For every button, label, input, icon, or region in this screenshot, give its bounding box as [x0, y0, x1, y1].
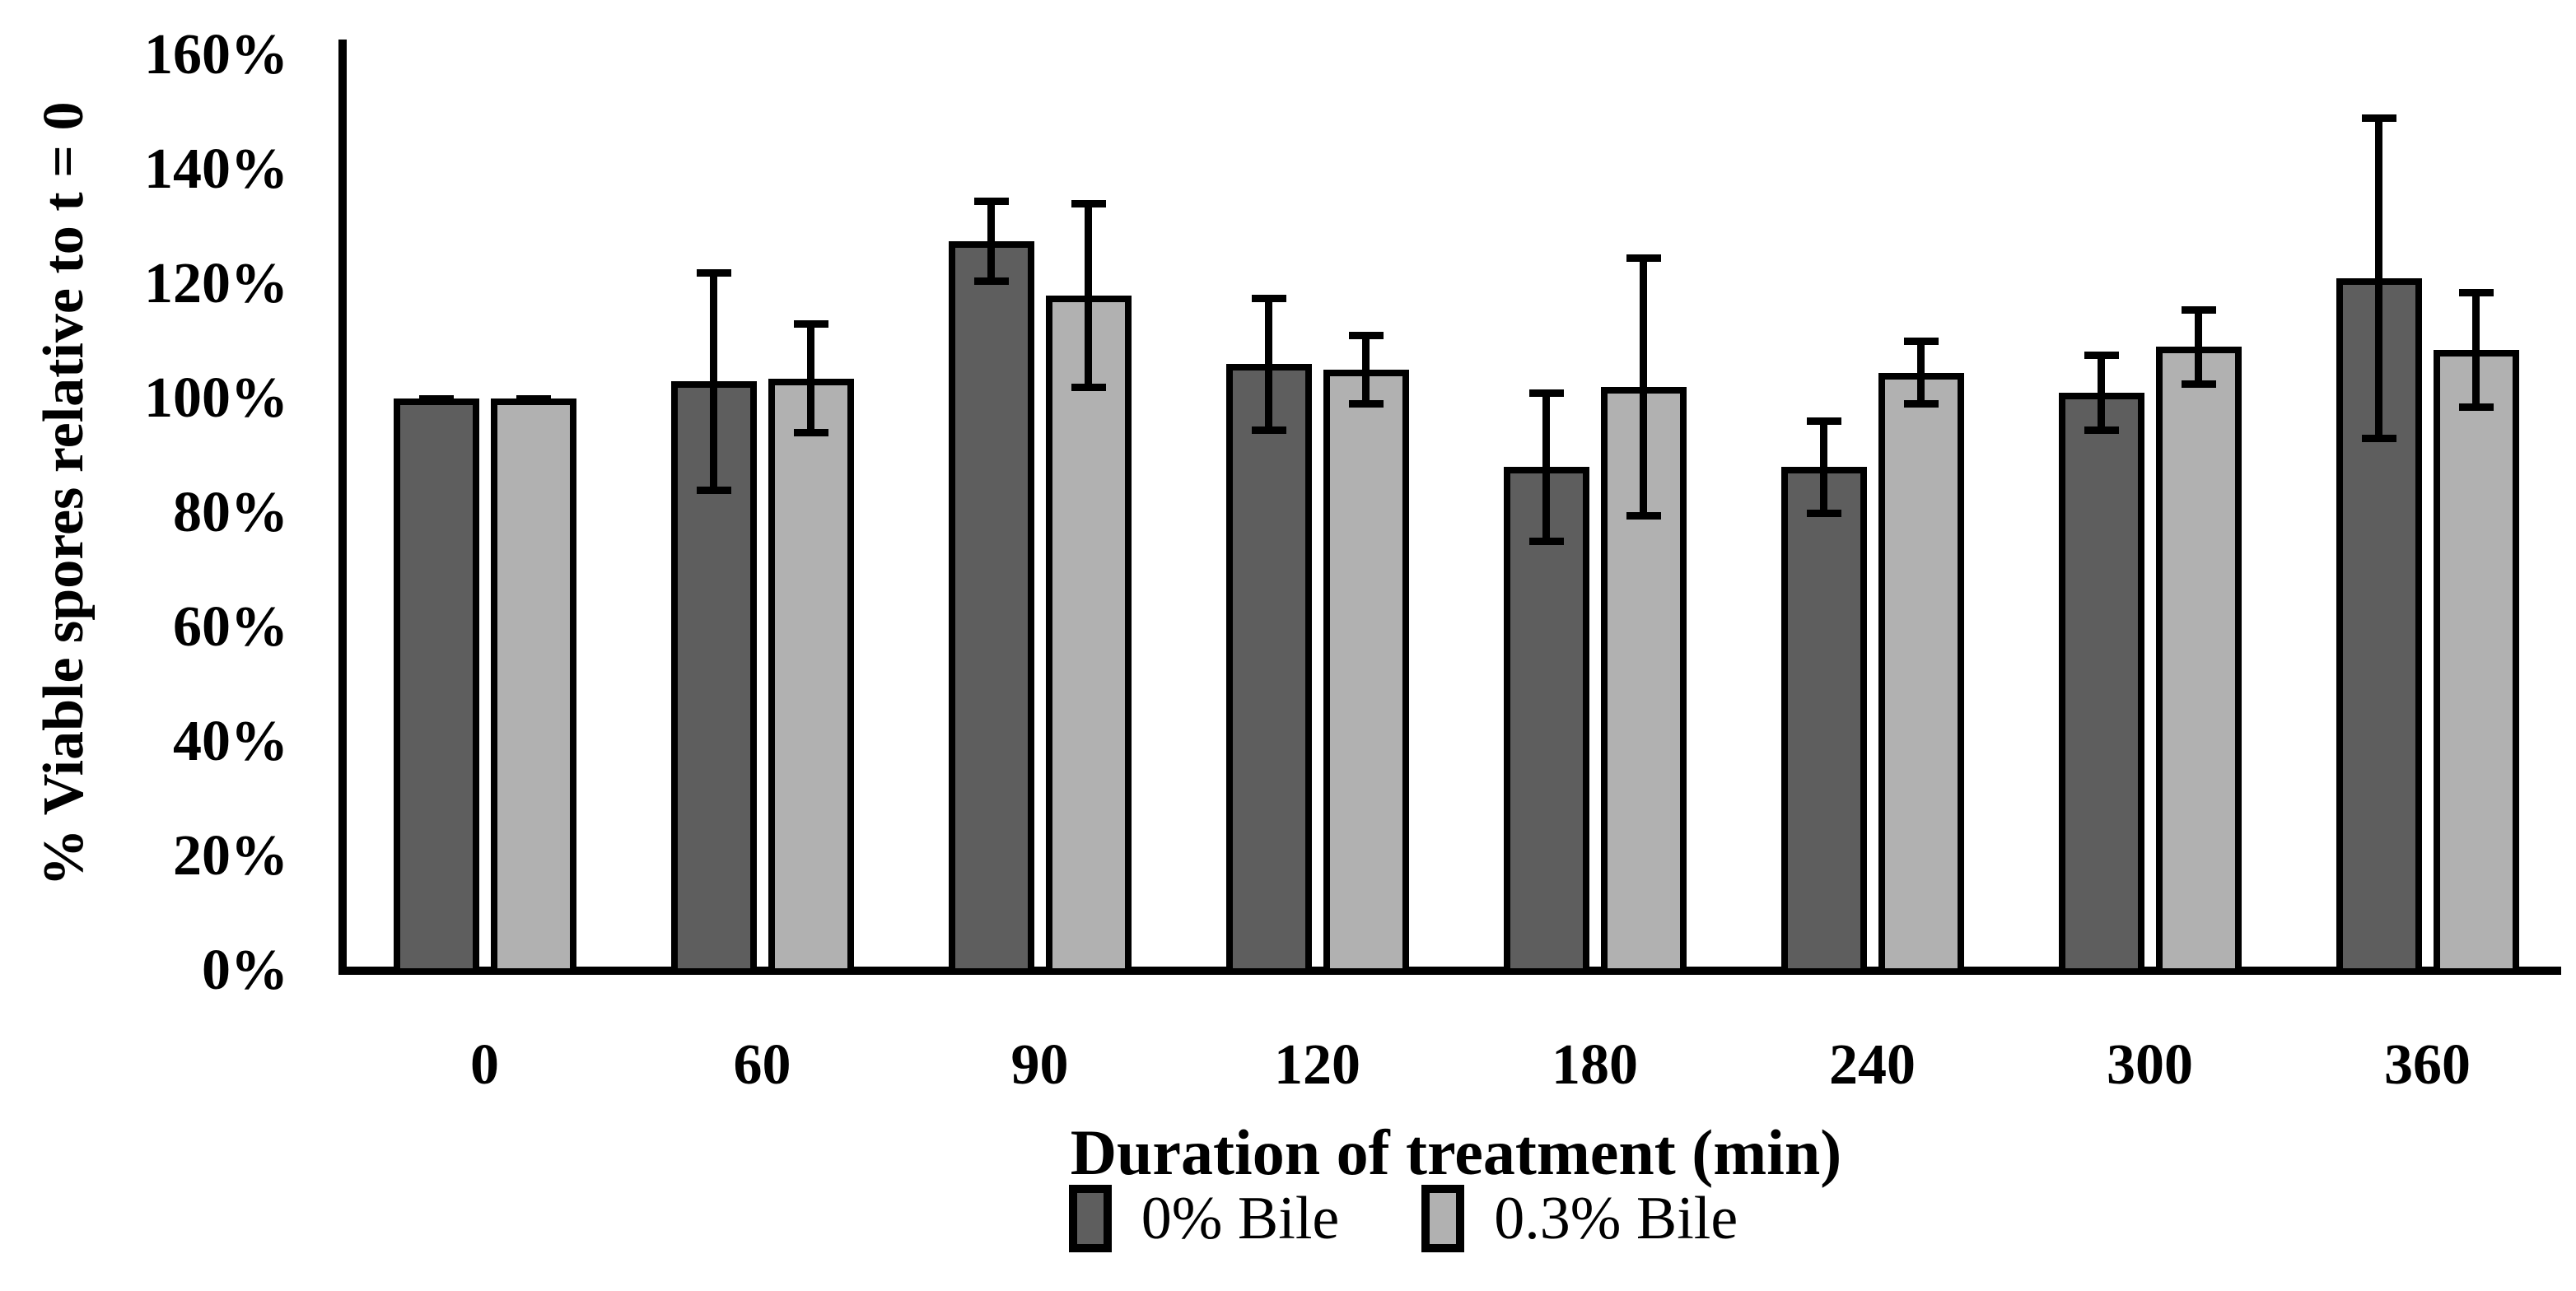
y-tick-label-40: 40% [173, 710, 288, 773]
error-bar-cap-bottom-light-90 [1071, 383, 1106, 391]
error-bar-cap-top-light-300 [2181, 305, 2216, 314]
error-bar-line-dark-240 [1820, 421, 1827, 513]
error-bar-line-light-300 [2195, 310, 2202, 385]
x-tick-label-240: 240 [1829, 1033, 1916, 1097]
bar-light-0 [490, 398, 576, 975]
x-tick-label-180: 180 [1552, 1033, 1638, 1097]
bar-dark-90 [948, 240, 1034, 975]
error-bar-line-dark-60 [710, 273, 717, 491]
error-bar-cap-bottom-light-180 [1626, 511, 1661, 520]
error-bar-cap-top-dark-90 [973, 197, 1009, 205]
error-bar-cap-bottom-light-360 [2458, 403, 2494, 411]
x-tick-label-90: 90 [1010, 1033, 1069, 1097]
error-bar-cap-bottom-light-60 [793, 429, 828, 437]
error-bar-cap-bottom-dark-60 [696, 486, 731, 494]
legend-item-dark: 0% Bile [1068, 1184, 1340, 1253]
bar-dark-180 [1503, 467, 1589, 975]
error-bar-cap-bottom-light-120 [1348, 400, 1384, 408]
error-bar-cap-top-light-0 [516, 394, 551, 403]
y-tick-label-60: 60% [173, 595, 288, 659]
error-bar-cap-top-dark-0 [418, 394, 454, 403]
x-axis-line [338, 967, 2561, 975]
error-bar-line-light-120 [1362, 335, 1370, 404]
error-bar-cap-top-dark-180 [1528, 389, 1564, 397]
y-tick-label-140: 140% [144, 137, 288, 201]
error-bar-line-light-180 [1640, 258, 1647, 516]
bar-light-360 [2433, 349, 2519, 975]
y-tick-label-100: 100% [144, 366, 288, 430]
x-tick-label-300: 300 [2107, 1033, 2193, 1097]
error-bar-cap-bottom-dark-180 [1528, 538, 1564, 546]
error-bar-line-light-360 [2472, 292, 2480, 408]
error-bar-line-dark-90 [987, 201, 995, 282]
y-tick-label-120: 120% [144, 252, 288, 315]
bar-dark-120 [1225, 364, 1312, 975]
x-tick-label-120: 120 [1274, 1033, 1360, 1097]
error-bar-cap-top-light-90 [1071, 200, 1106, 208]
x-tick-label-0: 0 [470, 1033, 499, 1097]
x-tick-label-60: 60 [733, 1033, 791, 1097]
error-bar-cap-bottom-light-240 [1903, 400, 1939, 408]
legend: 0% Bile 0.3% Bile [115, 1184, 2576, 1253]
bar-light-120 [1323, 370, 1409, 975]
bar-light-90 [1045, 295, 1132, 975]
bar-light-180 [1600, 387, 1687, 975]
legend-swatch-icon [1421, 1185, 1465, 1252]
bar-dark-240 [1780, 467, 1867, 975]
error-bar-cap-top-dark-120 [1251, 294, 1286, 302]
error-bar-cap-bottom-dark-240 [1806, 509, 1841, 517]
error-bar-cap-bottom-dark-120 [1251, 426, 1286, 434]
error-bar-cap-top-light-120 [1348, 332, 1384, 340]
legend-swatch-icon [1068, 1185, 1112, 1252]
error-bar-cap-top-light-240 [1903, 338, 1939, 345]
bar-dark-300 [2058, 393, 2144, 975]
error-bar-line-dark-120 [1265, 298, 1272, 431]
error-bar-line-light-240 [1917, 341, 1925, 404]
y-tick-label-160: 160% [144, 23, 288, 86]
y-axis-line [338, 40, 347, 975]
bar-dark-0 [393, 398, 479, 975]
error-bar-cap-top-light-360 [2458, 288, 2494, 296]
x-axis-title: Duration of treatment (min) [1070, 1116, 1842, 1188]
bar-light-60 [768, 378, 854, 975]
bar-light-240 [1878, 372, 1964, 975]
error-bar-cap-bottom-dark-300 [2084, 426, 2119, 434]
y-tick-label-0: 0% [202, 939, 288, 1002]
error-bar-cap-bottom-dark-360 [2361, 435, 2396, 443]
error-bar-cap-bottom-light-300 [2181, 380, 2216, 389]
error-bar-cap-top-dark-360 [2361, 114, 2396, 122]
error-bar-cap-bottom-dark-90 [973, 277, 1009, 286]
error-bar-line-dark-360 [2375, 118, 2382, 439]
error-bar-line-light-90 [1085, 203, 1092, 388]
legend-item-light: 0.3% Bile [1421, 1184, 1738, 1253]
error-bar-cap-top-light-60 [793, 320, 828, 329]
error-bar-line-light-60 [807, 324, 814, 433]
error-bar-line-dark-180 [1542, 393, 1550, 542]
error-bar-cap-top-dark-300 [2084, 352, 2119, 360]
error-bar-cap-top-dark-60 [696, 268, 731, 277]
x-tick-label-360: 360 [2384, 1033, 2471, 1097]
bar-light-300 [2155, 347, 2242, 975]
error-bar-line-dark-300 [2098, 355, 2105, 431]
y-tick-label-20: 20% [173, 824, 288, 888]
legend-label: 0% Bile [1141, 1185, 1340, 1252]
y-tick-label-80: 80% [173, 481, 288, 544]
legend-label: 0.3% Bile [1494, 1185, 1738, 1252]
error-bar-cap-top-light-180 [1626, 254, 1661, 263]
error-bar-cap-top-dark-240 [1806, 417, 1841, 426]
